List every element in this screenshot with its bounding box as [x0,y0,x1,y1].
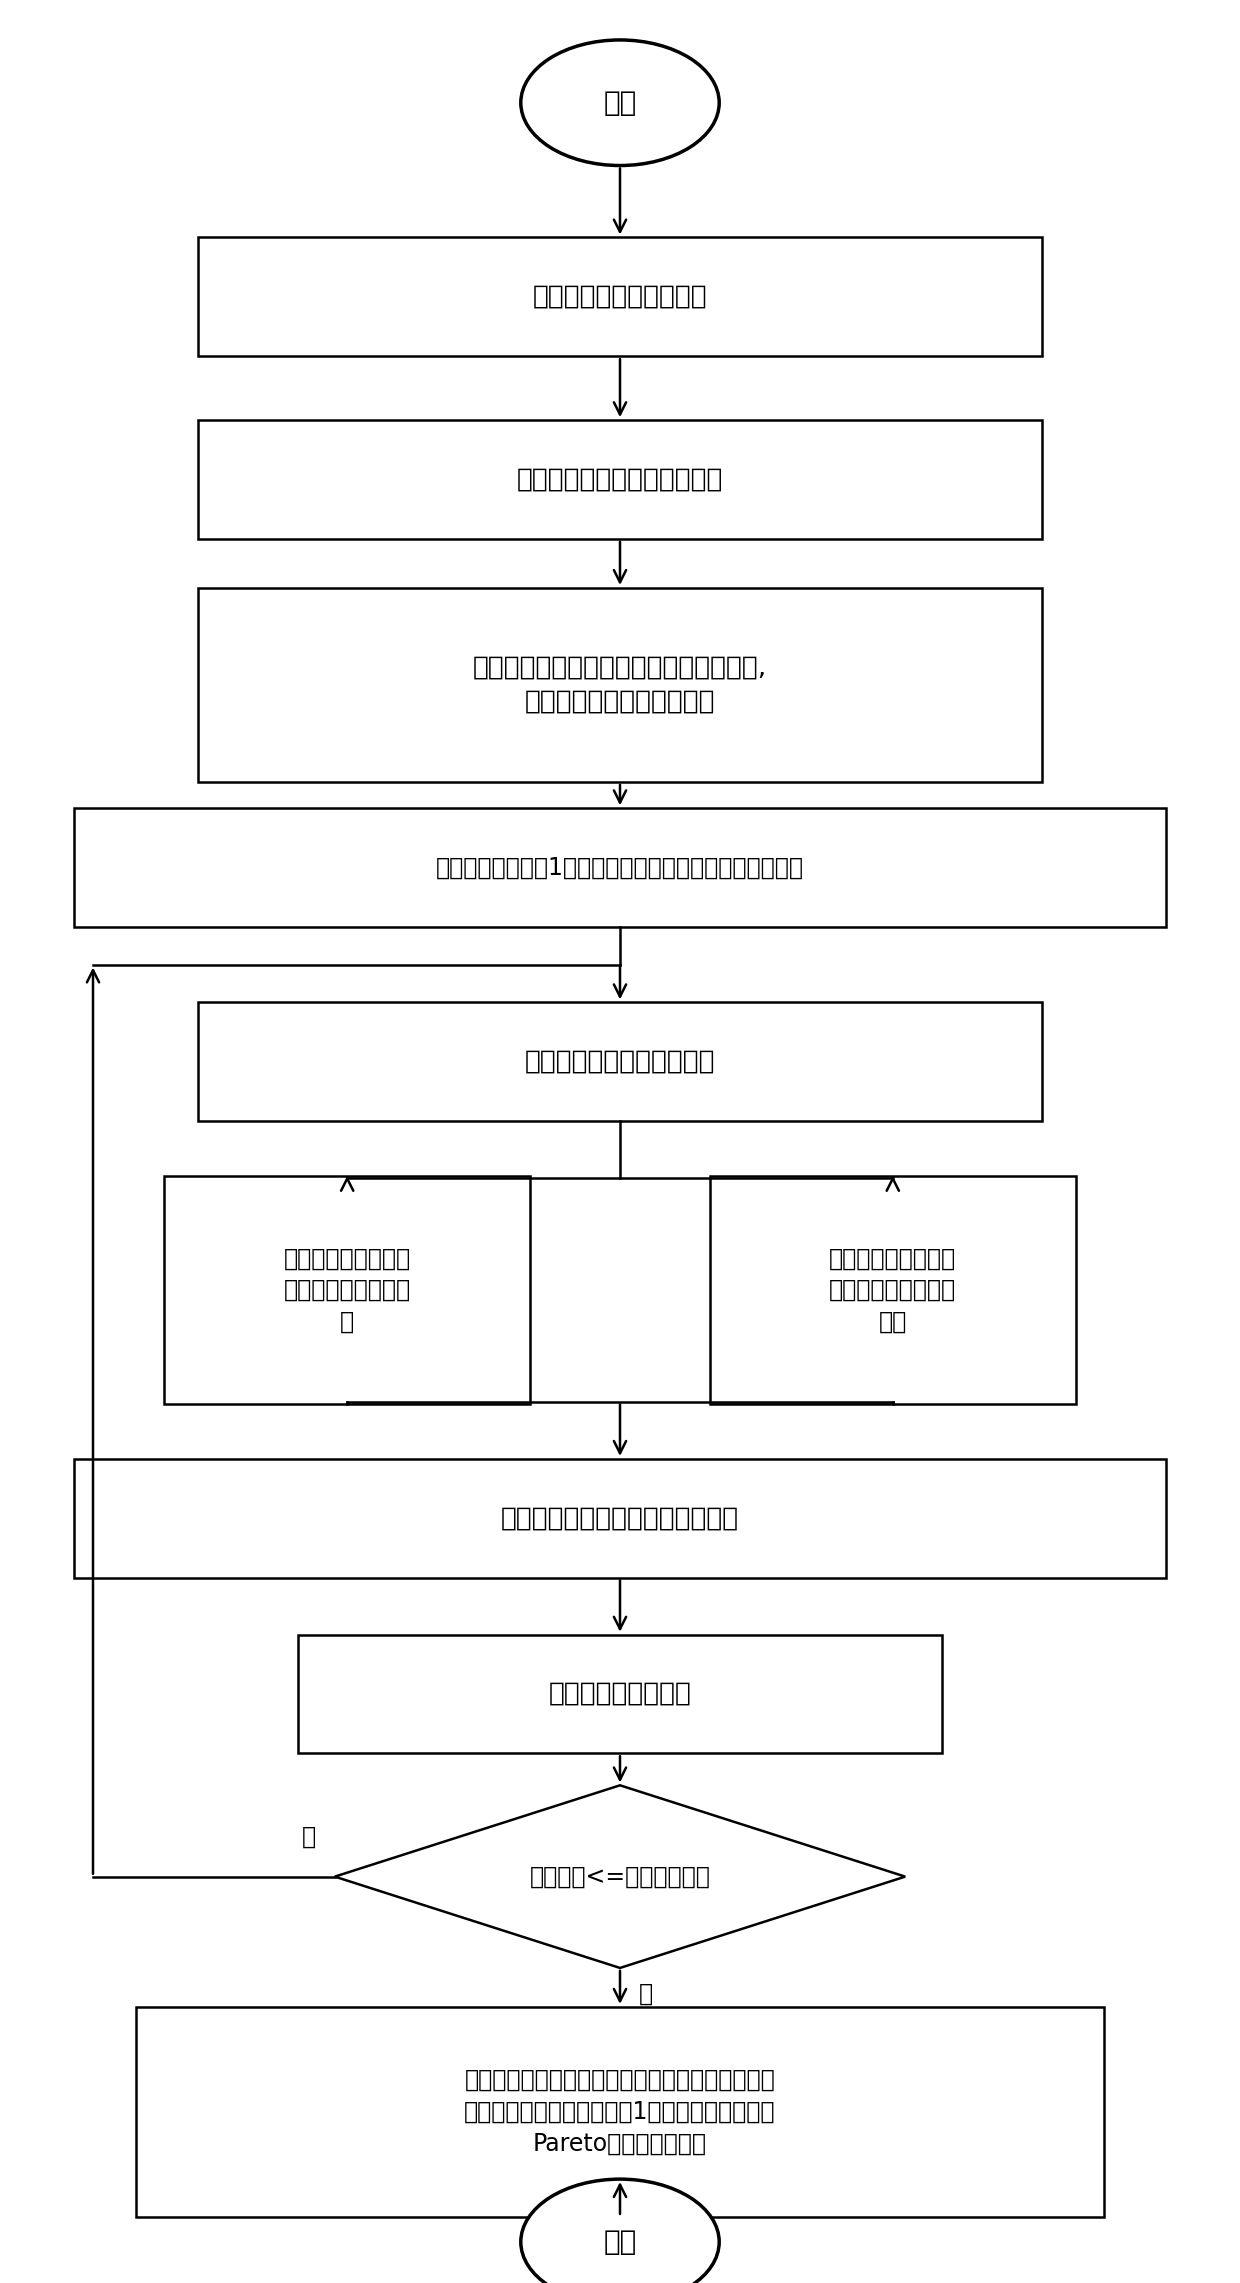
Bar [709,1176,1075,1404]
Text: 对量子萤火虫的量子位置进行适应度评价,
并进行非支配量子位置排序: 对量子萤火虫的量子位置进行适应度评价, 并进行非支配量子位置排序 [472,655,768,715]
Bar [136,2007,1104,2217]
Text: 对精英量子位置集中的量子位置进行非支配量子位
置排序，选择非支配等级为1的量子位置为最终的
Pareto前端量子位置集: 对精英量子位置集中的量子位置进行非支配量子位 置排序，选择非支配等级为1的量子位… [464,2068,776,2155]
Text: 否: 否 [639,1982,652,2007]
Text: 初始化量子萤火虫的量子位置: 初始化量子萤火虫的量子位置 [517,466,723,493]
Bar [198,420,1042,539]
Ellipse shape [521,41,719,167]
Polygon shape [335,1785,905,1968]
Bar [165,1176,529,1404]
Text: 更新量子萤火虫的量子位置: 更新量子萤火虫的量子位置 [525,1048,715,1075]
Bar [298,1635,942,1753]
Ellipse shape [521,2178,719,2283]
Text: 建立多目标频谱感知模型: 建立多目标频谱感知模型 [533,283,707,310]
Text: 量子萤火虫的学习邻
域为空的量子位置演
进: 量子萤火虫的学习邻 域为空的量子位置演 进 [284,1247,410,1333]
Text: 量子萤火虫的学习邻
域为非空的量子位置
演进: 量子萤火虫的学习邻 域为非空的量子位置 演进 [830,1247,956,1333]
Text: 更新量子萤火虫的动态决策域半径: 更新量子萤火虫的动态决策域半径 [501,1504,739,1532]
Bar [198,589,1042,781]
Text: 更新精英量子位置集: 更新精英量子位置集 [548,1680,692,1708]
Text: 开始: 开始 [604,89,636,116]
Bar [198,237,1042,356]
Bar [74,808,1166,927]
Text: 选择非支配等级为1的非支配量子位置加入精英量子位置集: 选择非支配等级为1的非支配量子位置加入精英量子位置集 [436,856,804,879]
Text: 结束: 结束 [604,2228,636,2256]
Text: 是: 是 [303,1824,316,1849]
Bar [198,1002,1042,1121]
Text: 进化代数<=最大进化代数: 进化代数<=最大进化代数 [529,1865,711,1888]
Bar [74,1459,1166,1578]
